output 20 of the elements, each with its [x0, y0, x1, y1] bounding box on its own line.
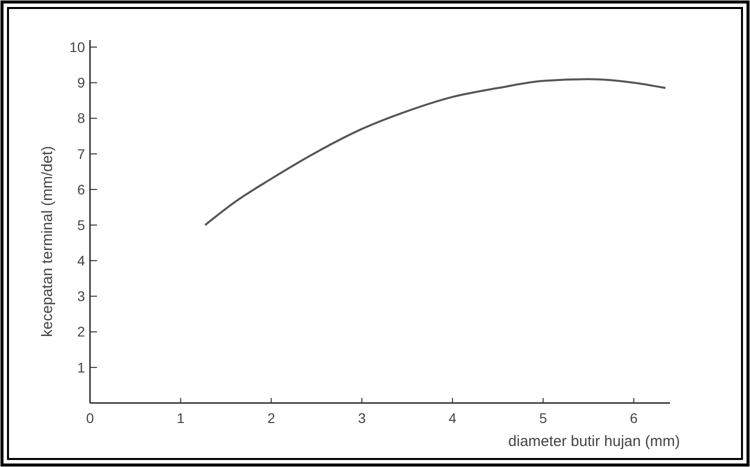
y-tick-label: 1 — [77, 359, 86, 376]
line-series — [204, 78, 666, 226]
y-tick-label: 4 — [77, 252, 86, 269]
x-tick-label: 4 — [448, 410, 457, 426]
y-tick-label: 2 — [77, 324, 86, 340]
y-tick-label: 8 — [77, 110, 86, 126]
y-axis-title: kecepatan terminal (mm/det) — [39, 146, 56, 337]
x-tick-label: 1 — [176, 410, 185, 426]
x-tick-label: 3 — [358, 410, 366, 426]
y-tick-label: 6 — [77, 181, 86, 198]
y-tick-label: 7 — [77, 146, 86, 162]
y-tick-label: 10 — [69, 39, 86, 56]
y-tick-label: 9 — [77, 74, 86, 91]
x-tick-label: 2 — [267, 410, 276, 426]
x-tick-label: 0 — [86, 410, 94, 426]
x-tick-label: 5 — [539, 410, 548, 426]
x-axis-title: diameter butir hujan (mm) — [508, 433, 680, 450]
x-tick-label: 6 — [630, 410, 638, 426]
y-tick-label: 5 — [77, 216, 86, 233]
y-tick-label: 3 — [77, 288, 86, 304]
